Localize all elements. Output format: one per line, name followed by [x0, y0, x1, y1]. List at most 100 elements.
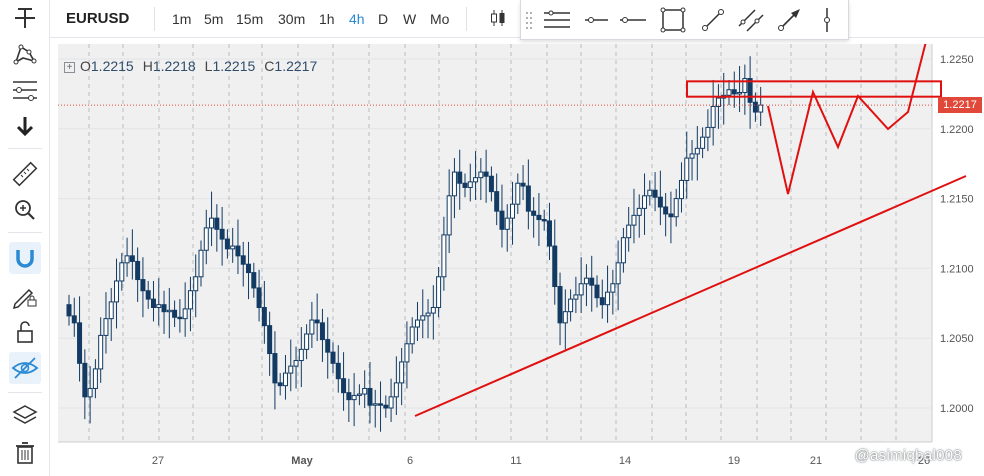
last-price-tag: 1.2217	[938, 97, 982, 113]
candle-body	[494, 191, 500, 212]
timeframe-1h[interactable]: 1h	[319, 11, 335, 27]
price-tick-label: 1.2050	[940, 333, 974, 345]
candle-body	[462, 182, 468, 188]
timeframe-w[interactable]: W	[403, 11, 417, 27]
candle-body	[531, 210, 537, 216]
horizontal-lines-icon[interactable]	[541, 4, 573, 36]
candle-body	[261, 306, 267, 327]
rectangle-icon[interactable]	[657, 4, 689, 36]
candle-body	[483, 171, 489, 177]
ascending-trendline	[414, 175, 967, 417]
candle-body	[594, 284, 600, 299]
candle-body	[82, 362, 88, 398]
candle-body	[145, 290, 151, 300]
symbol-name[interactable]: EURUSD	[66, 10, 130, 27]
candle-body	[87, 387, 93, 398]
candle-body	[140, 279, 146, 292]
candle-body	[267, 325, 273, 355]
fib-icon[interactable]	[9, 74, 41, 106]
high-value: 1.2218	[152, 58, 196, 74]
candle-body	[404, 343, 410, 363]
eye-hide-icon[interactable]	[9, 352, 41, 384]
trend-line-icon[interactable]	[697, 4, 729, 36]
timeframe-5m[interactable]: 5m	[204, 11, 224, 27]
magnet-icon[interactable]	[9, 242, 41, 274]
toolbar-divider	[8, 392, 42, 393]
candle-body	[631, 214, 637, 226]
timeframe-1m[interactable]: 1m	[172, 11, 192, 27]
price-chart[interactable]: 1.2250 1.2200 1.2150 1.2100 1.2050 1.2000 27 Ma…	[58, 44, 984, 476]
crosshair-icon[interactable]	[9, 2, 41, 34]
candle-body	[562, 311, 568, 324]
ruler-icon[interactable]	[9, 158, 41, 190]
candle-body	[325, 339, 331, 353]
expand-icon[interactable]: +	[64, 62, 75, 73]
candle-body	[351, 394, 357, 401]
horizontal-line-icon[interactable]	[617, 4, 649, 36]
candle-body	[224, 238, 230, 250]
drawing-toolbar	[520, 0, 849, 40]
timeframe-mo[interactable]: Mo	[430, 11, 450, 27]
candle-body	[499, 210, 505, 230]
date-tick-label: 26	[918, 455, 930, 467]
candle-body	[335, 362, 341, 380]
projected-zigzag	[767, 44, 927, 195]
unlock-icon[interactable]	[9, 316, 41, 348]
candle-body	[330, 351, 336, 364]
candle-body	[187, 290, 193, 310]
horizontal-ray-icon[interactable]	[579, 4, 611, 36]
candle-body	[694, 147, 700, 155]
candle-body	[578, 283, 584, 296]
layers-icon[interactable]	[9, 400, 41, 432]
candlestick-icon[interactable]	[490, 8, 506, 28]
pattern-icon[interactable]	[9, 38, 41, 70]
candle-body	[668, 213, 674, 218]
candle-body	[605, 291, 611, 306]
candle-body	[525, 185, 531, 212]
pencil-lock-icon[interactable]	[9, 280, 41, 312]
vertical-line-icon[interactable]	[811, 4, 843, 36]
toolbar-divider	[466, 7, 467, 31]
candle-body	[150, 298, 156, 308]
candle-body	[747, 78, 753, 103]
zoom-in-icon[interactable]	[9, 194, 41, 226]
toolbar-divider	[154, 7, 155, 31]
candle-body	[161, 304, 167, 313]
candle-body	[135, 260, 141, 281]
time-axis	[58, 442, 932, 476]
arrow-down-icon[interactable]	[9, 110, 41, 142]
date-tick-label: 14	[619, 455, 631, 467]
price-tick-label: 1.2000	[940, 403, 974, 415]
arrow-icon[interactable]	[773, 4, 805, 36]
candle-body	[663, 206, 669, 215]
candle-body	[425, 312, 431, 317]
trash-icon[interactable]	[9, 437, 41, 469]
candle-body	[346, 392, 352, 401]
candle-body	[536, 214, 542, 221]
candle-body	[362, 387, 368, 395]
timeframe-4h[interactable]: 4h	[349, 11, 365, 27]
low-value: 1.2215	[212, 58, 256, 74]
parallel-channel-icon[interactable]	[735, 4, 767, 36]
timeframe-30m[interactable]: 30m	[278, 11, 306, 27]
toolbar-divider	[8, 148, 42, 149]
timeframe-15m[interactable]: 15m	[236, 11, 264, 27]
candle-body	[378, 403, 384, 406]
candle-body	[77, 322, 83, 364]
drag-handle-icon[interactable]	[525, 10, 533, 30]
chart-canvas[interactable]: 1.2250 1.2200 1.2150 1.2100 1.2050 1.2000 27 Ma…	[58, 44, 984, 476]
candle-body	[673, 198, 679, 218]
watermark: @asimiqbal008	[854, 447, 962, 464]
candle-body	[636, 207, 642, 216]
candle-body	[446, 195, 452, 236]
candle-body	[409, 326, 415, 345]
candle-body	[319, 322, 325, 341]
timeframe-d[interactable]: D	[378, 11, 389, 27]
candle-body	[293, 360, 299, 367]
candle-body	[752, 101, 758, 113]
price-tick-label: 1.2100	[940, 263, 974, 275]
candle-body	[298, 348, 304, 362]
candle-body	[510, 203, 516, 219]
candle-body	[98, 334, 104, 370]
candle-body	[172, 309, 178, 318]
